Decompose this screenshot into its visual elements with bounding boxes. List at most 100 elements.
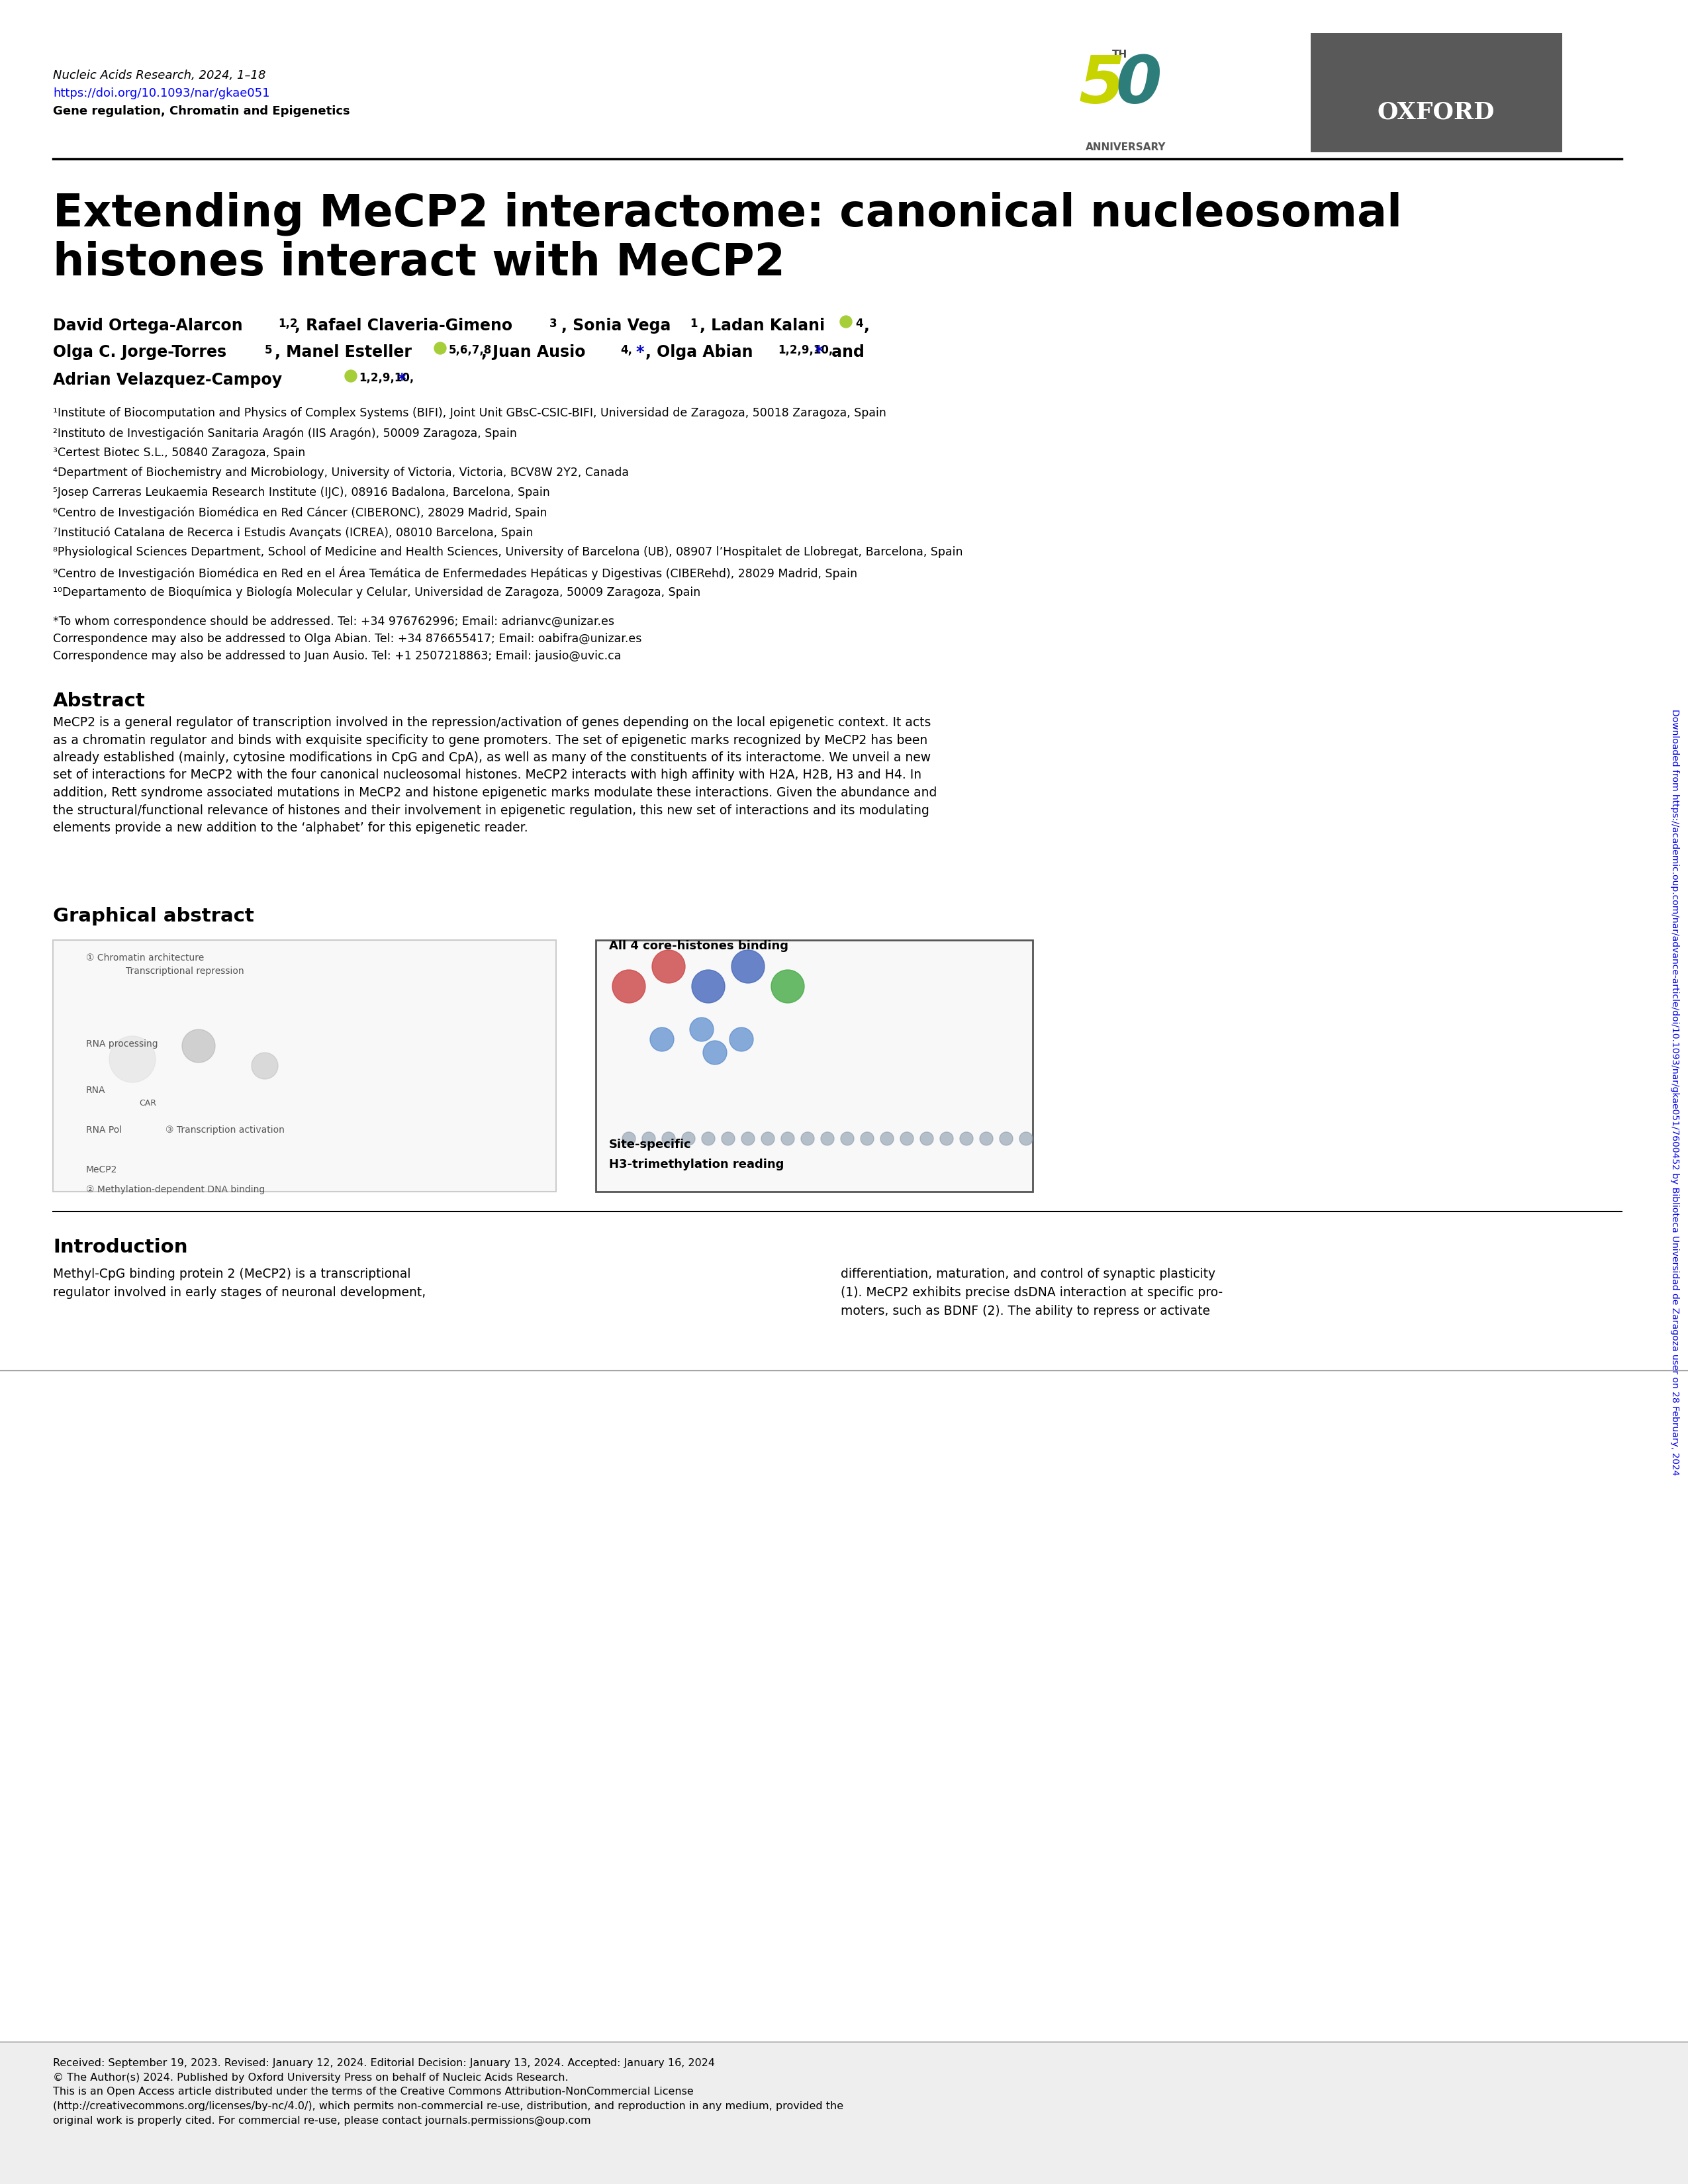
Text: iD: iD (842, 319, 849, 325)
Text: , Sonia Vega: , Sonia Vega (562, 317, 670, 334)
Circle shape (820, 1131, 834, 1144)
Text: ⁵Josep Carreras Leukaemia Research Institute (IJC), 08916 Badalona, Barcelona, S: ⁵Josep Carreras Leukaemia Research Insti… (52, 487, 550, 498)
Text: ⁸Physiological Sciences Department, School of Medicine and Health Sciences, Univ: ⁸Physiological Sciences Department, Scho… (52, 546, 962, 559)
Circle shape (999, 1131, 1013, 1144)
Text: ① Chromatin architecture: ① Chromatin architecture (86, 952, 204, 963)
Text: ⁷Institució Catalana de Recerca i Estudis Avançats (ICREA), 08010 Barcelona, Spa: ⁷Institució Catalana de Recerca i Estudi… (52, 526, 533, 539)
Circle shape (690, 1018, 714, 1042)
Circle shape (741, 1131, 755, 1144)
Circle shape (802, 1131, 814, 1144)
FancyBboxPatch shape (0, 2042, 1688, 2184)
Circle shape (960, 1131, 972, 1144)
Circle shape (662, 1131, 675, 1144)
Text: differentiation, maturation, and control of synaptic plasticity
(1). MeCP2 exhib: differentiation, maturation, and control… (841, 1267, 1222, 1317)
Text: , Ladan Kalani: , Ladan Kalani (701, 317, 825, 334)
Text: All 4 core-histones binding: All 4 core-histones binding (609, 939, 788, 952)
Text: , Manel Esteller: , Manel Esteller (275, 345, 412, 360)
Text: Downloaded from https://academic.oup.com/nar/advance-article/doi/10.1093/nar/gka: Downloaded from https://academic.oup.com… (1669, 710, 1680, 1474)
Text: Methyl-CpG binding protein 2 (MeCP2) is a transcriptional
regulator involved in : Methyl-CpG binding protein 2 (MeCP2) is … (52, 1267, 425, 1299)
Text: *To whom correspondence should be addressed. Tel: +34 976762996; Email: adrianvc: *To whom correspondence should be addres… (52, 616, 614, 627)
Circle shape (782, 1131, 795, 1144)
Text: OXFORD: OXFORD (1377, 100, 1494, 124)
Text: ⁹Centro de Investigación Biomédica en Red en el Área Temática de Enfermedades He: ⁹Centro de Investigación Biomédica en Re… (52, 566, 858, 579)
Circle shape (613, 970, 645, 1002)
Text: TH: TH (1112, 50, 1128, 59)
Circle shape (110, 1035, 155, 1083)
Circle shape (641, 1131, 655, 1144)
Circle shape (841, 317, 852, 328)
Text: ⁶Centro de Investigación Biomédica en Red Cáncer (CIBERONC), 28029 Madrid, Spain: ⁶Centro de Investigación Biomédica en Re… (52, 507, 547, 518)
Text: 1,2: 1,2 (279, 317, 297, 330)
Text: , Juan Ausio: , Juan Ausio (481, 345, 586, 360)
Text: 1,2,9,10,: 1,2,9,10, (778, 345, 832, 356)
Text: Introduction: Introduction (52, 1238, 187, 1256)
Circle shape (252, 1053, 279, 1079)
Text: ANNIVERSARY: ANNIVERSARY (1085, 142, 1166, 153)
Text: https://doi.org/10.1093/nar/gkae051: https://doi.org/10.1093/nar/gkae051 (52, 87, 270, 98)
Text: *: * (635, 345, 643, 360)
Text: Transcriptional repression: Transcriptional repression (127, 968, 245, 976)
Circle shape (702, 1131, 716, 1144)
Circle shape (979, 1131, 993, 1144)
Text: Extending MeCP2 interactome: canonical nucleosomal
histones interact with MeCP2: Extending MeCP2 interactome: canonical n… (52, 192, 1403, 284)
Text: , Olga Abian: , Olga Abian (645, 345, 753, 360)
Text: ⁴Department of Biochemistry and Microbiology, University of Victoria, Victoria, : ⁴Department of Biochemistry and Microbio… (52, 467, 630, 478)
Circle shape (682, 1131, 695, 1144)
Circle shape (761, 1131, 775, 1144)
Text: Abstract: Abstract (52, 692, 145, 710)
Text: and: and (825, 345, 864, 360)
Text: Nucleic Acids Research, 2024, 1–18: Nucleic Acids Research, 2024, 1–18 (52, 70, 265, 81)
Text: 5: 5 (265, 345, 272, 356)
Circle shape (900, 1131, 913, 1144)
Text: , Rafael Claveria-Gimeno: , Rafael Claveria-Gimeno (295, 317, 513, 334)
Circle shape (702, 1042, 728, 1064)
Text: 3: 3 (549, 317, 557, 330)
Text: RNA Pol: RNA Pol (86, 1125, 122, 1136)
Text: Correspondence may also be addressed to Juan Ausio. Tel: +1 2507218863; Email: j: Correspondence may also be addressed to … (52, 651, 621, 662)
Text: iD: iD (437, 345, 444, 352)
Text: ¹⁰Departamento de Bioquímica y Biología Molecular y Celular, Universidad de Zara: ¹⁰Departamento de Bioquímica y Biología … (52, 585, 701, 598)
Text: 5,6,7,8: 5,6,7,8 (449, 345, 491, 356)
Text: ¹Institute of Biocomputation and Physics of Complex Systems (BIFI), Joint Unit G: ¹Institute of Biocomputation and Physics… (52, 406, 886, 419)
Text: Received: September 19, 2023. Revised: January 12, 2024. Editorial Decision: Jan: Received: September 19, 2023. Revised: J… (52, 2057, 844, 2125)
Circle shape (920, 1131, 933, 1144)
Text: ²Instituto de Investigación Sanitaria Aragón (IIS Aragón), 50009 Zaragoza, Spain: ²Instituto de Investigación Sanitaria Ar… (52, 428, 517, 439)
Circle shape (721, 1131, 734, 1144)
Text: *: * (814, 345, 822, 360)
Text: CAR: CAR (138, 1099, 157, 1107)
Text: RNA: RNA (86, 1085, 106, 1094)
Circle shape (434, 343, 446, 354)
Text: 5: 5 (1079, 52, 1126, 118)
Circle shape (650, 1026, 674, 1051)
Circle shape (692, 970, 724, 1002)
FancyBboxPatch shape (596, 939, 1033, 1192)
Text: ② Methylation-dependent DNA binding: ② Methylation-dependent DNA binding (86, 1186, 265, 1195)
Text: 4: 4 (856, 317, 863, 330)
Text: Olga C. Jorge-Torres: Olga C. Jorge-Torres (52, 345, 226, 360)
Text: Correspondence may also be addressed to Olga Abian. Tel: +34 876655417; Email: o: Correspondence may also be addressed to … (52, 633, 641, 644)
Circle shape (1020, 1131, 1033, 1144)
Circle shape (344, 369, 356, 382)
Circle shape (623, 1131, 635, 1144)
Circle shape (861, 1131, 874, 1144)
Text: ③ Transcription activation: ③ Transcription activation (165, 1125, 285, 1136)
Circle shape (940, 1131, 954, 1144)
Circle shape (182, 1029, 214, 1064)
Text: H3-trimethylation reading: H3-trimethylation reading (609, 1158, 783, 1171)
Circle shape (652, 950, 685, 983)
Circle shape (841, 1131, 854, 1144)
Text: MeCP2 is a general regulator of transcription involved in the repression/activat: MeCP2 is a general regulator of transcri… (52, 716, 937, 834)
Circle shape (771, 970, 803, 1002)
Text: 4,: 4, (619, 345, 633, 356)
Text: ,: , (864, 317, 869, 334)
Text: iD: iD (348, 373, 354, 380)
FancyBboxPatch shape (1310, 33, 1561, 153)
Text: David Ortega-Alarcon: David Ortega-Alarcon (52, 317, 243, 334)
Text: 1: 1 (690, 317, 697, 330)
Circle shape (881, 1131, 893, 1144)
Text: Site-specific: Site-specific (609, 1138, 692, 1151)
Text: RNA processing: RNA processing (86, 1040, 159, 1048)
Circle shape (731, 950, 765, 983)
Text: 0: 0 (1116, 52, 1161, 118)
Text: *: * (397, 371, 405, 389)
